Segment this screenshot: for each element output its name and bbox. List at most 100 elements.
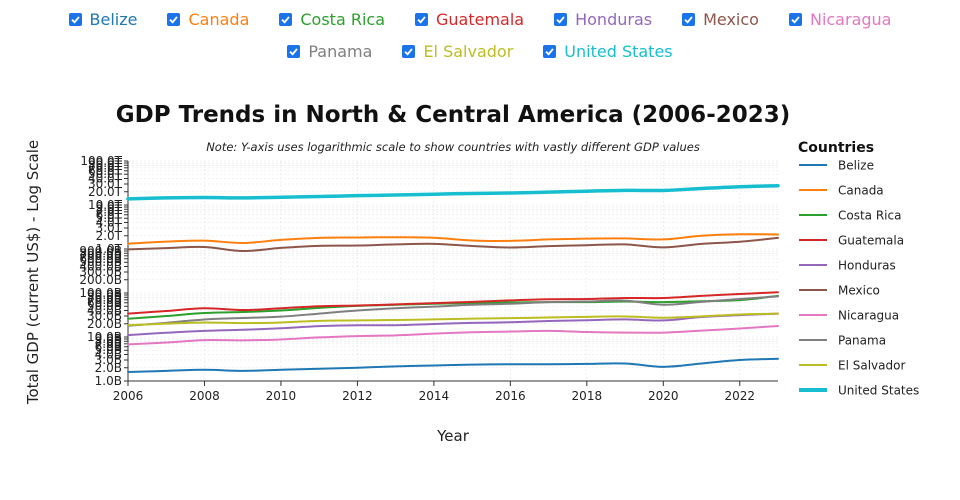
filter-guatemala[interactable]: Guatemala: [415, 10, 524, 29]
checkbox-checked-icon[interactable]: [415, 13, 428, 26]
checkbox-checked-icon[interactable]: [543, 45, 557, 58]
y-tick-label: 10.0T: [88, 198, 123, 212]
x-axis-title: Year: [436, 427, 470, 445]
x-tick-label: 2014: [419, 389, 450, 403]
legend-label-costa-rica[interactable]: Costa Rica: [838, 209, 901, 223]
x-tick-label: 2022: [724, 389, 755, 403]
x-tick-label: 2016: [495, 389, 526, 403]
series-line-belize[interactable]: [127, 357, 779, 374]
series-lines: [126, 183, 780, 374]
x-tick-label: 2006: [113, 389, 144, 403]
checkbox-checked-icon[interactable]: [402, 45, 416, 58]
y-tick-label: 8.0T: [96, 202, 123, 216]
legend-label-belize[interactable]: Belize: [838, 159, 874, 173]
filter-label: Panama: [308, 42, 373, 61]
y-tick-label: 5.0T: [96, 211, 123, 225]
legend-label-el-salvador[interactable]: El Salvador: [838, 359, 905, 373]
y-tick-label: 1.0B: [95, 374, 122, 388]
legend-label-guatemala[interactable]: Guatemala: [838, 234, 904, 248]
legend-label-mexico[interactable]: Mexico: [838, 284, 880, 298]
checkbox-checked-icon[interactable]: [167, 13, 181, 26]
filter-label: United States: [564, 42, 673, 61]
legend-label-nicaragua[interactable]: Nicaragua: [838, 309, 899, 323]
legend-label-honduras[interactable]: Honduras: [838, 259, 896, 273]
y-tick-label: 9.0T: [96, 200, 123, 214]
y-axis-title: Total GDP (current US$) - Log Scale: [24, 140, 42, 405]
y-tick-label: 9.0B: [95, 332, 122, 346]
filter-mexico[interactable]: Mexico: [682, 10, 759, 29]
series-line-costa-rica[interactable]: [127, 294, 779, 320]
y-tick-label: 30.0T: [88, 177, 123, 191]
series-line-canada[interactable]: [127, 233, 779, 245]
chart-title: GDP Trends in North & Central America (2…: [116, 102, 791, 128]
x-tick-label: 2018: [572, 389, 603, 403]
y-tick-label: 100.0T: [80, 154, 122, 168]
legend-label-canada[interactable]: Canada: [838, 184, 884, 198]
filter-canada[interactable]: Canada: [167, 10, 249, 29]
y-tick-label: 300.0B: [79, 265, 122, 279]
series-line-mexico[interactable]: [127, 236, 779, 253]
filter-label: Costa Rica: [300, 10, 385, 29]
y-tick-label: 10.0B: [87, 330, 122, 344]
axes: 1.0B2.0B3.0B4.0B5.0B6.0B7.0B8.0B9.0B10.0…: [79, 154, 778, 403]
filter-label: Nicaragua: [809, 10, 892, 29]
y-tick-label: 600.0B: [79, 252, 122, 266]
y-tick-label: 100.0B: [79, 286, 122, 300]
y-tick-label: 40.0T: [88, 172, 123, 186]
legend-label-united-states[interactable]: United States: [838, 384, 919, 398]
series-line-honduras[interactable]: [127, 312, 779, 337]
y-tick-label: 800.0B: [79, 246, 122, 260]
legend-label-panama[interactable]: Panama: [838, 334, 886, 348]
checkbox-checked-icon[interactable]: [554, 13, 568, 26]
filter-panama[interactable]: Panama: [287, 42, 372, 61]
y-tick-label: 700.0B: [79, 249, 122, 263]
y-tick-label: 40.0B: [87, 304, 122, 318]
y-tick-label: 1.0T: [96, 242, 123, 256]
y-tick-label: 50.0B: [87, 299, 122, 313]
filter-honduras[interactable]: Honduras: [554, 10, 652, 29]
y-tick-label: 2.0T: [96, 229, 123, 243]
series-line-nicaragua[interactable]: [127, 324, 779, 346]
y-tick-label: 90.0B: [87, 288, 122, 302]
x-tick-label: 2012: [342, 389, 373, 403]
y-tick-label: 3.0B: [95, 353, 122, 367]
filter-label: Guatemala: [436, 10, 525, 29]
y-tick-label: 2.0B: [95, 361, 122, 375]
legend: Belize Canada Costa Rica Guatemala Honduras M…: [799, 159, 919, 398]
filter-label: El Salvador: [423, 42, 514, 61]
y-tick-label: 8.0B: [95, 334, 122, 348]
checkbox-checked-icon[interactable]: [68, 13, 82, 26]
y-tick-label: 7.0T: [96, 205, 123, 219]
y-tick-label: 50.0T: [88, 167, 123, 181]
y-tick-label: 6.0T: [96, 208, 123, 222]
checkbox-checked-icon[interactable]: [788, 13, 802, 26]
y-tick-label: 70.0T: [88, 161, 123, 175]
filter-united-states[interactable]: United States: [543, 42, 673, 61]
series-line-united-states[interactable]: [126, 183, 780, 201]
filter-el-salvador[interactable]: El Salvador: [402, 42, 513, 61]
series-line-panama[interactable]: [127, 295, 779, 327]
series-line-guatemala[interactable]: [127, 291, 779, 315]
filter-label: Mexico: [703, 10, 759, 29]
filter-belize[interactable]: Belize: [68, 10, 137, 29]
x-tick-label: 2010: [266, 389, 297, 403]
y-tick-label: 90.0T: [88, 156, 123, 170]
checkbox-checked-icon[interactable]: [287, 45, 301, 58]
filter-row: Panama El Salvador United States: [0, 42, 960, 61]
y-tick-label: 4.0B: [95, 348, 122, 362]
series-line-el-salvador[interactable]: [127, 312, 779, 327]
y-tick-label: 3.0T: [96, 221, 123, 235]
y-tick-label: 5.0B: [95, 343, 122, 357]
y-tick-label: 400.0B: [79, 260, 122, 274]
filter-nicaragua[interactable]: Nicaragua: [788, 10, 892, 29]
checkbox-checked-icon[interactable]: [682, 13, 696, 26]
chart-note: Note: Y-axis uses logarithmic scale to s…: [206, 140, 700, 154]
y-tick-label: 6.0B: [95, 340, 122, 354]
checkbox-checked-icon[interactable]: [279, 13, 293, 26]
y-tick-label: 900.0B: [79, 244, 122, 258]
filter-costa-rica[interactable]: Costa Rica: [279, 10, 385, 29]
y-tick-label: 4.0T: [96, 216, 123, 230]
y-tick-label: 60.0B: [87, 296, 122, 310]
y-tick-label: 500.0B: [79, 255, 122, 269]
